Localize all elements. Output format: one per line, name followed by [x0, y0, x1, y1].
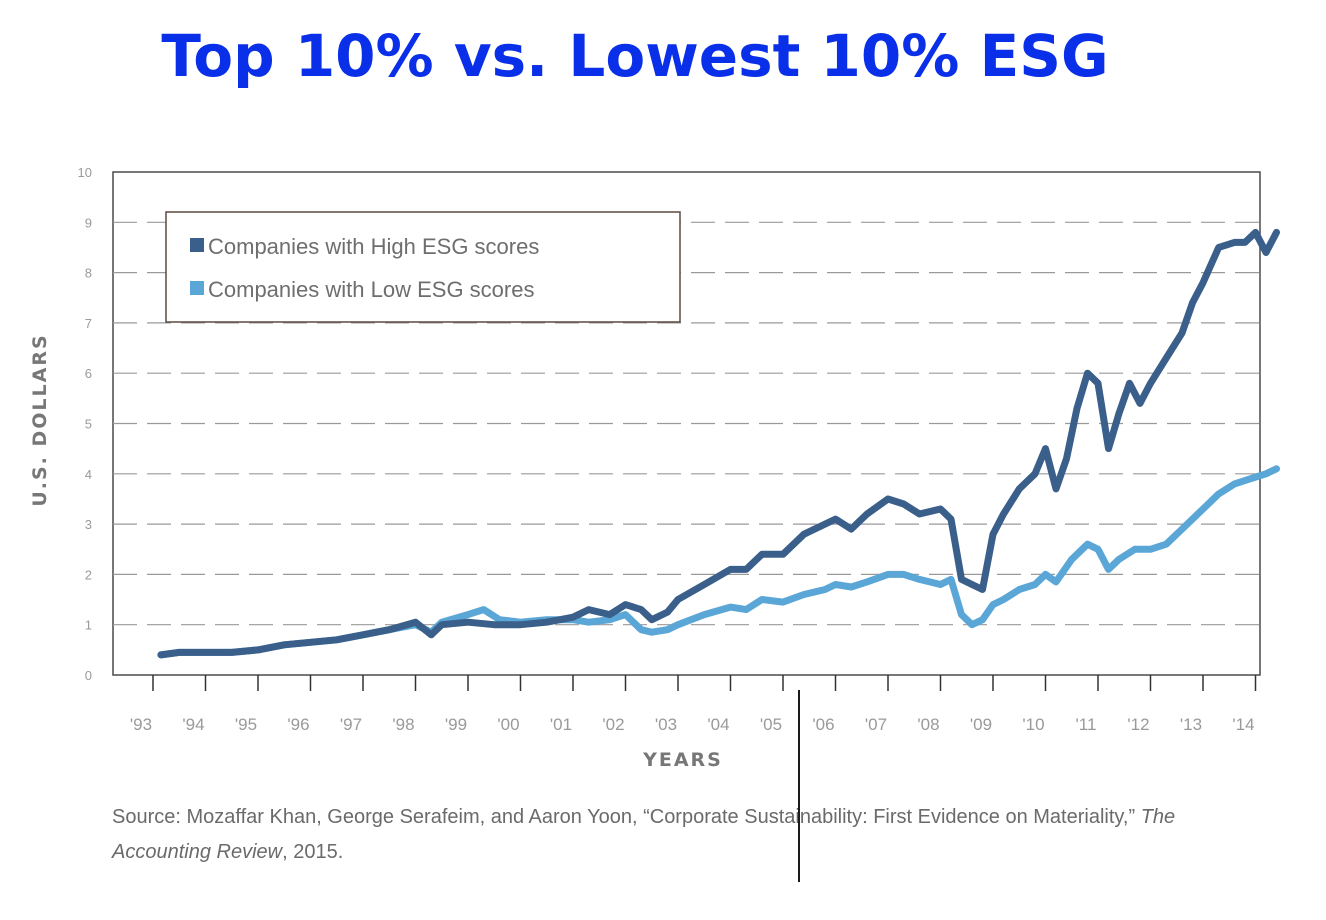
x-tick-label: '08 — [917, 715, 939, 734]
page-title: Top 10% vs. Lowest 10% ESG — [161, 22, 1109, 90]
x-tick-label: '01 — [550, 715, 572, 734]
source-suffix: , 2015. — [282, 841, 344, 863]
legend-box — [165, 211, 681, 323]
legend-swatch-high — [190, 238, 204, 252]
y-tick-label: 7 — [85, 316, 92, 331]
x-tick-label: '98 — [392, 715, 414, 734]
x-tick-label: '11 — [1076, 715, 1097, 734]
legend-swatch-low — [190, 281, 204, 295]
x-tick-label: '96 — [287, 715, 309, 734]
x-axis: '93 '94 '95 '96 '97 '98 '99 '00 '01 '02 '03 '04 '05 '… — [130, 675, 1257, 734]
series-line-low-esg — [157, 465, 1280, 659]
x-tick-label: '14 — [1232, 715, 1254, 734]
series-lines — [157, 228, 1280, 659]
x-tick-label: '07 — [865, 715, 887, 734]
x-tick-label: '05 — [760, 715, 782, 734]
legend: Companies with High ESG scores Companies… — [165, 211, 681, 323]
x-tick-label: '95 — [235, 715, 257, 734]
legend-label-high: Companies with High ESG scores — [208, 234, 539, 259]
series-line-high-esg — [157, 228, 1280, 659]
x-tick-label: '04 — [707, 715, 729, 734]
y-tick-label: 1 — [85, 618, 92, 633]
y-tick-label: 4 — [85, 467, 92, 482]
y-tick-label: 8 — [85, 266, 92, 281]
y-axis-ticks: 0 1 2 3 4 5 6 7 8 9 10 — [78, 165, 92, 683]
legend-label-low: Companies with Low ESG scores — [208, 277, 534, 302]
x-tick-label: '09 — [970, 715, 992, 734]
x-tick-label: '97 — [340, 715, 362, 734]
vertical-divider — [798, 690, 800, 882]
source-prefix: Source: Mozaffar Khan, George Serafeim, … — [112, 806, 1141, 828]
x-tick-label: '99 — [445, 715, 467, 734]
x-tick-label: '00 — [497, 715, 519, 734]
y-tick-label: 0 — [85, 668, 92, 683]
source-journal: The Accounting Review — [112, 806, 1176, 863]
x-tick-label: '03 — [655, 715, 677, 734]
y-tick-label: 6 — [85, 366, 92, 381]
y-axis-title: U.S. DOLLARS — [29, 333, 51, 506]
y-tick-label: 3 — [85, 517, 92, 532]
y-tick-label: 10 — [78, 165, 92, 180]
x-tick-label: '10 — [1022, 715, 1044, 734]
y-tick-label: 2 — [85, 567, 92, 582]
x-axis-title: YEARS — [642, 749, 723, 771]
x-tick-label: '02 — [602, 715, 624, 734]
x-tick-label: '93 — [130, 715, 152, 734]
x-tick-label: '13 — [1180, 715, 1202, 734]
y-tick-label: 5 — [85, 417, 92, 432]
x-tick-label: '06 — [812, 715, 834, 734]
y-tick-label: 9 — [85, 215, 92, 230]
source-citation: Source: Mozaffar Khan, George Serafeim, … — [112, 800, 1212, 870]
x-tick-label: '12 — [1127, 715, 1149, 734]
x-tick-label: '94 — [182, 715, 204, 734]
